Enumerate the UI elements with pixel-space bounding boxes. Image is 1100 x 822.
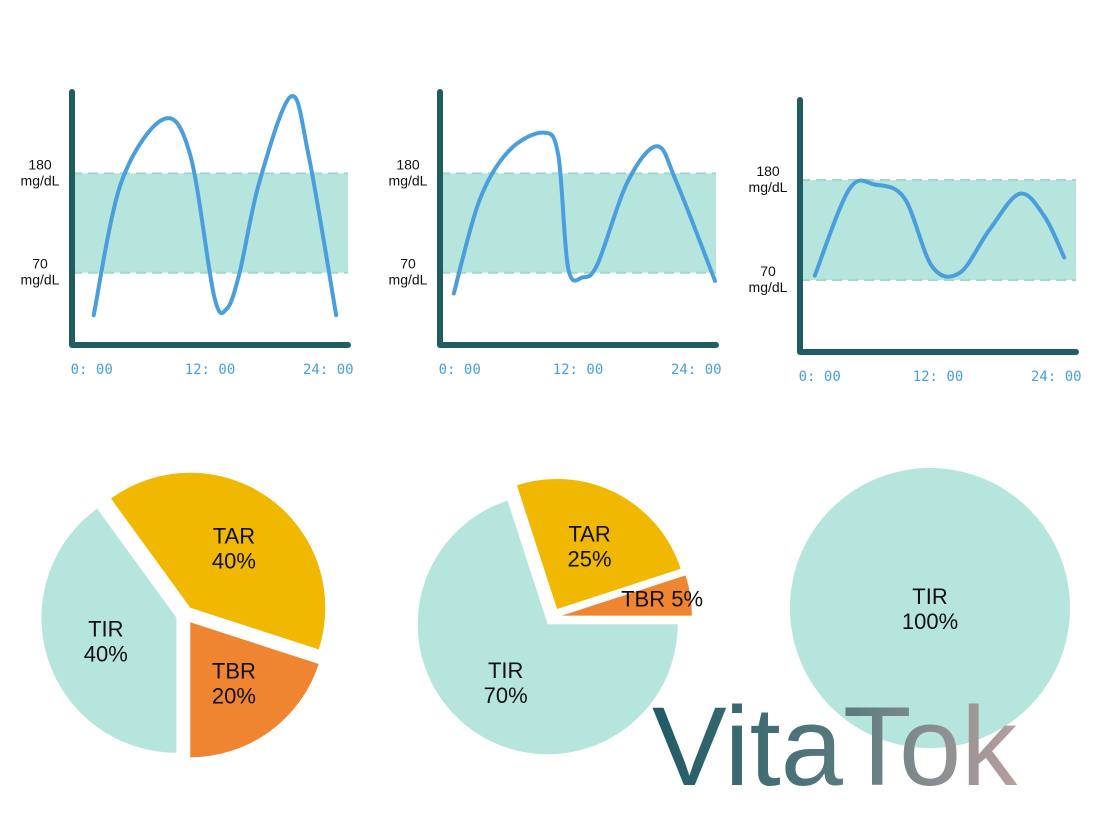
slice-value: 40% — [212, 549, 256, 574]
target-band — [800, 180, 1076, 281]
x-tick-label: 12: 00 — [553, 362, 604, 378]
y-tick-label: 180 mg/dL — [21, 156, 60, 188]
glucose-curve — [812, 178, 1067, 279]
x-tick-label: 24: 00 — [1031, 369, 1082, 385]
glucose-curve — [91, 94, 339, 318]
x-tick-label: 24: 00 — [671, 362, 722, 378]
x-tick-label: 0: 00 — [439, 362, 481, 378]
y-tick-label: 70 mg/dL — [749, 263, 788, 295]
slice-value: 40% — [84, 642, 128, 667]
slice-category: TBR — [621, 587, 665, 612]
slice-category: TIR — [88, 617, 123, 642]
pie-slice — [417, 500, 678, 755]
glucose-curve — [451, 130, 718, 296]
target-band — [440, 173, 716, 273]
slice-category: TAR — [568, 521, 610, 546]
x-tick-label: 0: 00 — [799, 369, 841, 385]
pie-slice — [516, 478, 681, 609]
pie-slice — [561, 575, 692, 616]
pie-slice — [790, 468, 1070, 748]
x-tick-label: 12: 00 — [913, 369, 964, 385]
pie-slice — [190, 622, 319, 758]
slice-category: TIR — [488, 658, 523, 683]
slice-category: TBR — [212, 658, 256, 683]
target-band — [72, 173, 348, 273]
slice-value: 20% — [212, 683, 256, 708]
pie-slice — [110, 472, 326, 650]
slice-label: TBR 5% — [621, 587, 703, 612]
x-tick-label: 0: 00 — [71, 362, 113, 378]
axes — [69, 89, 351, 348]
slice-category: TAR — [213, 524, 255, 549]
y-tick-label: 70 mg/dL — [21, 256, 60, 288]
slice-value: 25% — [568, 546, 612, 571]
y-tick-label: 70 mg/dL — [389, 256, 428, 288]
slice-value: 70% — [484, 683, 528, 708]
y-tick-label: 180 mg/dL — [749, 163, 788, 195]
logo: VitaTok — [652, 684, 1018, 809]
axes — [437, 89, 719, 348]
x-tick-label: 24: 00 — [303, 362, 354, 378]
pie-slice — [41, 508, 177, 753]
x-tick-label: 12: 00 — [185, 362, 236, 378]
slice-category: TIR — [912, 584, 947, 609]
y-tick-label: 180 mg/dL — [389, 156, 428, 188]
slice-value: 100% — [902, 609, 958, 634]
axes — [797, 97, 1079, 355]
slice-value: 5% — [671, 587, 703, 612]
